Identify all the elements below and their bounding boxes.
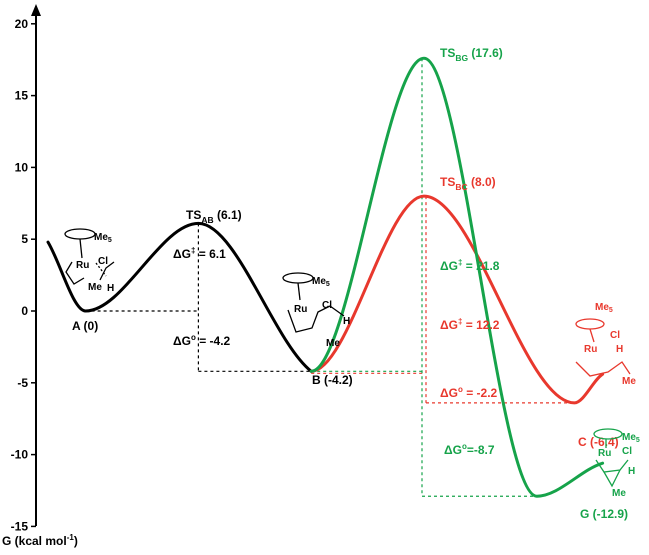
state-label-a: A (0) <box>72 319 98 333</box>
annotation-dg-ab-reaction: ΔGo = -4.2 <box>173 333 231 348</box>
alkene-a <box>99 261 115 281</box>
me-label-b: Me <box>326 338 340 349</box>
state-label-b: B (-4.2) <box>312 373 353 387</box>
me5-label-c: Me5 <box>595 302 613 314</box>
me5-label-g: Me5 <box>622 432 640 444</box>
y-ticks: 20 15 10 5 0 -5 -10 -15 <box>11 17 36 533</box>
bond-b <box>297 282 301 301</box>
me-label-g: Me <box>612 488 626 499</box>
state-label-g: G (-12.9) <box>580 507 628 521</box>
me5-label-b: Me5 <box>312 276 330 288</box>
state-label-ts-bc: TSBC (8.0) <box>440 175 496 192</box>
h-label-a: H <box>107 283 114 294</box>
annotation-dg-bg-barrier: ΔG‡ = 21.8 <box>440 258 500 273</box>
ru-label-a: Ru <box>76 260 89 271</box>
ru-label-c: Ru <box>584 344 597 355</box>
molecule-g-structure: Me5 Ru Cl H Me <box>593 428 640 499</box>
y-tick-label-0: 20 <box>15 17 29 31</box>
cp-ring-a <box>64 228 96 240</box>
annotation-dg-bg-reaction: ΔGo=-8.7 <box>444 442 495 457</box>
ring-g <box>595 459 629 473</box>
me5-label-a: Me5 <box>94 232 112 244</box>
y-tick-label-7: -15 <box>11 519 29 533</box>
bridge-g <box>603 469 621 488</box>
energy-curve-0 <box>46 221 313 373</box>
ru-label-b: Ru <box>294 304 307 315</box>
molecule-b-structure: Me5 Ru Cl Me H <box>282 272 350 349</box>
y-tick-label-4: 0 <box>21 304 28 318</box>
annotation-dg-bc-barrier: ΔG‡ = 12.2 <box>440 317 500 332</box>
annotation-dg-ab-barrier: ΔG‡ = 6.1 <box>173 246 226 261</box>
y-tick-label-5: -5 <box>17 376 28 390</box>
molecule-c-structure: Me5 Ru Cl H Me <box>575 302 636 387</box>
molecule-a-structure: Me5 Ru Cl Me H <box>64 228 115 294</box>
ru-label-g: Ru <box>598 448 611 459</box>
cl-label-a: Cl <box>98 256 108 267</box>
state-label-ts-bg: TSBG (17.6) <box>440 46 503 63</box>
cp-ring-c <box>575 318 605 330</box>
energy-curves <box>46 56 605 498</box>
y-tick-label-3: 5 <box>21 232 28 246</box>
annotation-dg-bc-reaction: ΔGo = -2.2 <box>440 385 498 400</box>
cp-ring-g <box>593 428 623 440</box>
cl-label-b: Cl <box>322 300 332 311</box>
cl-label-c: Cl <box>610 330 620 341</box>
y-tick-label-1: 15 <box>15 89 29 103</box>
reference-lines <box>85 58 575 497</box>
h-label-b: H <box>343 316 350 327</box>
y-axis-title: G (kcal mol-1) <box>2 533 78 548</box>
ring-b <box>287 305 331 333</box>
energy-curve-1 <box>309 194 605 405</box>
bond-a <box>79 238 83 259</box>
me-label-a: Me <box>88 282 102 293</box>
cl-label-g: Cl <box>622 446 632 457</box>
me-label-c: Me <box>622 376 636 387</box>
h-label-g: H <box>628 466 635 477</box>
y-tick-label-2: 10 <box>15 160 29 174</box>
y-axis: 20 15 10 5 0 -5 -10 -15 <box>11 4 41 533</box>
y-tick-label-6: -10 <box>11 448 29 462</box>
h-label-c: H <box>616 344 623 355</box>
state-label-ts-ab: TSAB (6.1) <box>186 208 242 225</box>
ch-b <box>329 305 345 317</box>
dash-bond-a <box>95 262 107 277</box>
y-axis-arrow <box>31 4 41 16</box>
ring-c <box>575 361 631 377</box>
energy-curve-2 <box>309 56 605 498</box>
ring-a <box>65 261 85 285</box>
bond-c <box>589 328 595 343</box>
cp-ring-b <box>282 272 314 284</box>
